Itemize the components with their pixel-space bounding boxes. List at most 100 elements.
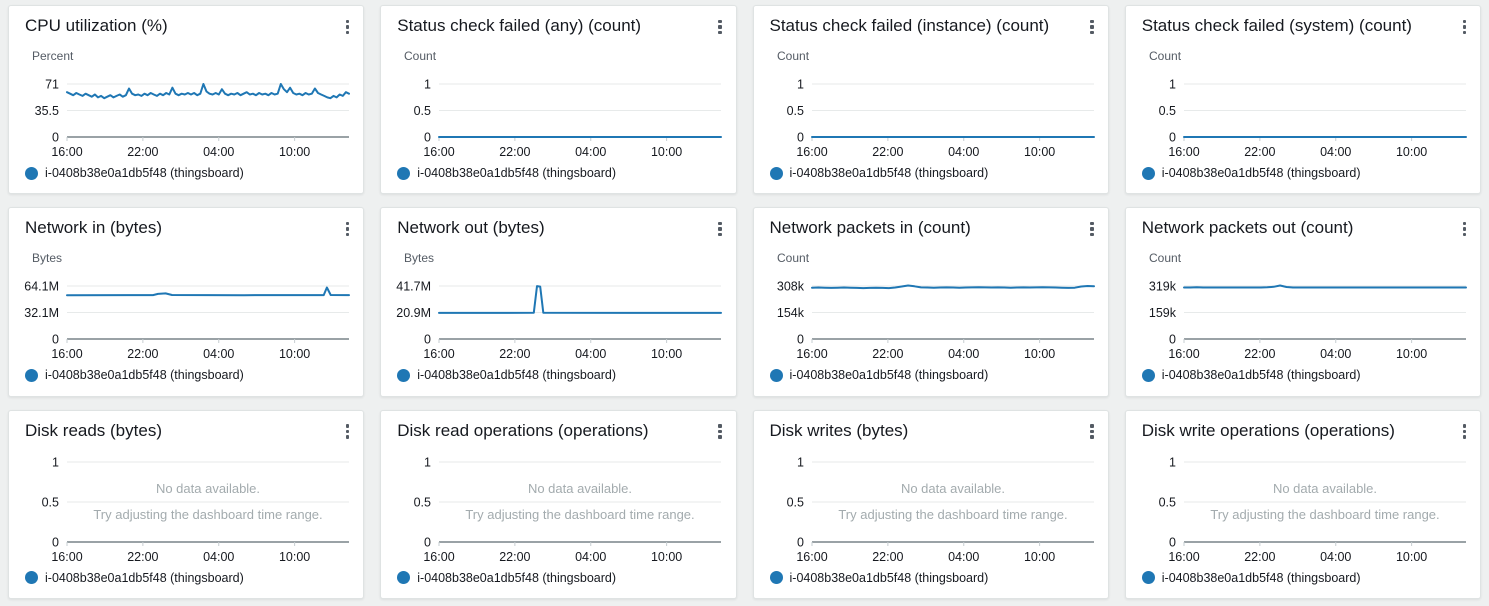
chart-legend-item[interactable]: i-0408b38e0a1db5f48 (thingsboard) [397, 366, 719, 384]
card-menu-button[interactable] [1461, 15, 1469, 38]
y-tick-label: 0.5 [786, 495, 803, 509]
x-tick-label: 16:00 [424, 347, 455, 361]
legend-label: i-0408b38e0a1db5f48 (thingsboard) [45, 570, 244, 585]
legend-swatch [25, 166, 38, 180]
x-tick-label: 22:00 [872, 550, 903, 564]
chart-legend-item[interactable]: i-0408b38e0a1db5f48 (thingsboard) [1141, 569, 1464, 587]
chart-legend-item[interactable]: i-0408b38e0a1db5f48 (thingsboard) [1141, 366, 1464, 384]
y-tick-label: 1 [52, 455, 59, 469]
card-header: Network out (bytes) [397, 217, 722, 245]
x-tick-label: 04:00 [1320, 347, 1351, 361]
card-title: Network in (bytes) [25, 218, 162, 238]
card-header: CPU utilization (%) [25, 15, 350, 43]
y-axis-unit-label: Count [1149, 49, 1182, 63]
legend-swatch [769, 571, 783, 585]
y-tick-label: 0.5 [42, 495, 59, 509]
card-menu-button[interactable] [1088, 420, 1096, 443]
y-tick-label: 0.5 [414, 104, 431, 118]
metric-chart: 16:00 22:00 04:00 10:00 0 0.5 1 No data availab… [414, 455, 722, 564]
x-tick-label: 22:00 [127, 550, 158, 564]
metric-card-disk-writes: Disk writes (bytes) 16:00 22:00 04:00 10:00… [752, 409, 1109, 599]
y-tick-label: 64.1M [24, 280, 59, 294]
x-tick-label: 10:00 [1023, 145, 1054, 159]
x-tick-label: 22:00 [872, 145, 903, 159]
x-tick-label: 10:00 [1023, 347, 1054, 361]
y-tick-label: 159k [1149, 306, 1177, 320]
x-tick-label: 04:00 [948, 145, 979, 159]
no-data-message: No data available. [1273, 481, 1377, 496]
x-tick-label: 10:00 [1396, 550, 1427, 564]
y-tick-label: 1 [1169, 455, 1176, 469]
vertical-ellipsis-icon [345, 19, 350, 34]
y-tick-label: 154k [776, 306, 804, 320]
y-tick-label: 308k [776, 280, 804, 294]
card-menu-button[interactable] [344, 420, 352, 443]
legend-label: i-0408b38e0a1db5f48 (thingsboard) [417, 166, 617, 180]
y-axis-unit-label: Count [1149, 251, 1182, 265]
card-menu-button[interactable] [1461, 217, 1469, 240]
metric-chart: 16:00 22:00 04:00 10:00 0 0.5 1 Count [1149, 49, 1467, 159]
legend-label: i-0408b38e0a1db5f48 (thingsboard) [789, 570, 989, 585]
legend-swatch [397, 571, 411, 585]
metric-chart: 16:00 22:00 04:00 10:00 0 154k 308k Count [776, 251, 1095, 361]
card-header: Status check failed (system) (count) [1142, 15, 1466, 43]
y-axis-unit-label: Percent [32, 49, 74, 63]
card-menu-button[interactable] [716, 15, 724, 38]
card-menu-button[interactable] [1461, 420, 1469, 443]
y-tick-label: 20.9M [397, 306, 432, 320]
chart-legend-item[interactable]: i-0408b38e0a1db5f48 (thingsboard) [1141, 164, 1464, 182]
card-menu-button[interactable] [344, 15, 352, 38]
card-title: Disk write operations (operations) [1141, 420, 1395, 440]
card-menu-button[interactable] [716, 420, 724, 443]
metric-chart: 16:00 22:00 04:00 10:00 0 0.5 1 Count [777, 49, 1095, 159]
y-tick-label: 319k [1149, 280, 1177, 294]
chart-legend-item[interactable]: i-0408b38e0a1db5f48 (thingsboard) [25, 164, 347, 182]
x-tick-label: 16:00 [796, 550, 827, 564]
card-header: Disk reads (bytes) [25, 420, 350, 448]
chart-legend-item[interactable]: i-0408b38e0a1db5f48 (thingsboard) [397, 569, 719, 587]
y-tick-label: 1 [797, 455, 804, 469]
card-menu-button[interactable] [1088, 15, 1096, 38]
x-tick-label: 22:00 [499, 550, 530, 564]
legend-swatch [397, 368, 411, 382]
x-tick-label: 04:00 [203, 145, 234, 159]
no-data-hint: Try adjusting the dashboard time range. [1210, 507, 1439, 522]
chart-legend-item[interactable]: i-0408b38e0a1db5f48 (thingsboard) [25, 569, 347, 587]
y-tick-label: 0.5 [1158, 104, 1175, 118]
chart-legend-item[interactable]: i-0408b38e0a1db5f48 (thingsboard) [769, 366, 1092, 384]
y-tick-label: 32.1M [24, 306, 59, 320]
y-axis-unit-label: Bytes [404, 251, 434, 265]
x-tick-label: 16:00 [51, 550, 82, 564]
card-header: Disk write operations (operations) [1141, 420, 1466, 448]
x-tick-label: 04:00 [1320, 145, 1351, 159]
no-data-hint: Try adjusting the dashboard time range. [838, 507, 1067, 522]
x-tick-label: 16:00 [796, 145, 827, 159]
card-menu-button[interactable] [716, 217, 724, 240]
metric-card-disk-read-operations: Disk read operations (operations) 16:00 2… [380, 409, 737, 599]
y-axis-unit-label: Count [404, 49, 437, 63]
y-tick-label: 41.7M [397, 280, 432, 294]
metric-card-network-packets-in: Network packets in (count) 16:00 22:00 04:… [752, 207, 1109, 397]
card-menu-button[interactable] [1088, 217, 1096, 240]
legend-label: i-0408b38e0a1db5f48 (thingsboard) [45, 166, 244, 180]
y-tick-label: 35.5 [35, 104, 59, 118]
card-title: Status check failed (instance) (count) [769, 16, 1050, 35]
legend-label: i-0408b38e0a1db5f48 (thingsboard) [417, 368, 617, 383]
chart-legend-item[interactable]: i-0408b38e0a1db5f48 (thingsboard) [397, 164, 719, 182]
card-title: Network out (bytes) [397, 218, 545, 238]
x-tick-label: 16:00 [1168, 347, 1199, 361]
y-tick-label: 0 [52, 131, 59, 145]
y-tick-label: 0 [1169, 131, 1176, 145]
x-tick-label: 16:00 [424, 145, 455, 159]
vertical-ellipsis-icon [345, 221, 350, 237]
chart-legend-item[interactable]: i-0408b38e0a1db5f48 (thingsboard) [25, 366, 347, 384]
chart-legend-item[interactable]: i-0408b38e0a1db5f48 (thingsboard) [769, 569, 1092, 587]
card-menu-button[interactable] [344, 217, 352, 240]
chart-legend-item[interactable]: i-0408b38e0a1db5f48 (thingsboard) [769, 164, 1092, 182]
x-tick-label: 04:00 [575, 347, 606, 361]
x-tick-label: 10:00 [1396, 347, 1427, 361]
card-title: Network packets in (count) [769, 218, 971, 238]
card-title: Disk reads (bytes) [25, 420, 162, 440]
vertical-ellipsis-icon [1090, 221, 1094, 237]
y-tick-label: 1 [424, 78, 431, 92]
